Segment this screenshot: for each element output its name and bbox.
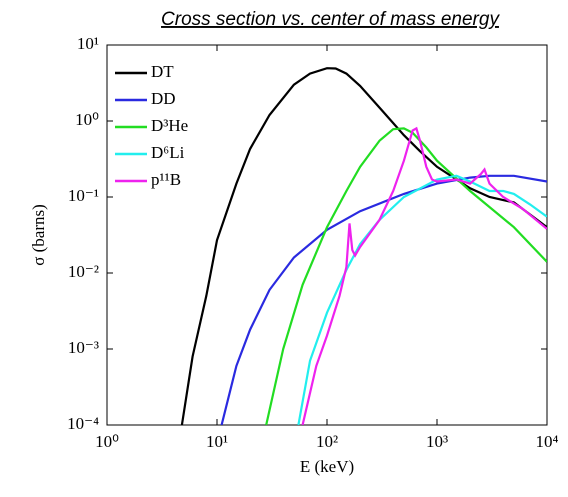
series-line bbox=[265, 127, 547, 425]
series-line bbox=[220, 174, 547, 425]
y-tick-label: 10⁰ bbox=[75, 110, 99, 129]
y-tick-label: 10¹ bbox=[77, 34, 99, 53]
x-tick-label: 10² bbox=[316, 432, 338, 451]
x-tick-label: 10⁴ bbox=[536, 432, 559, 451]
y-tick-label: 10⁻² bbox=[68, 262, 99, 281]
y-tick-label: 10⁻⁴ bbox=[67, 414, 99, 433]
legend-label: D³He bbox=[151, 116, 188, 135]
y-tick-label: 10⁻¹ bbox=[68, 186, 99, 205]
x-tick-label: 10⁰ bbox=[95, 432, 119, 451]
series-line bbox=[297, 174, 547, 425]
legend-label: D⁶Li bbox=[151, 143, 185, 162]
x-tick-label: 10³ bbox=[426, 432, 448, 451]
series-line bbox=[301, 126, 547, 425]
chart-title: Cross section vs. center of mass energy bbox=[161, 9, 500, 30]
legend-label: DT bbox=[151, 62, 174, 81]
x-tick-label: 10¹ bbox=[206, 432, 228, 451]
legend-label: DD bbox=[151, 89, 176, 108]
y-axis-label: σ (barns) bbox=[29, 204, 48, 266]
x-axis-label: E (keV) bbox=[300, 457, 354, 476]
y-tick-label: 10⁻³ bbox=[68, 338, 99, 357]
series-line bbox=[180, 67, 547, 425]
legend-label: p¹¹B bbox=[151, 170, 181, 189]
